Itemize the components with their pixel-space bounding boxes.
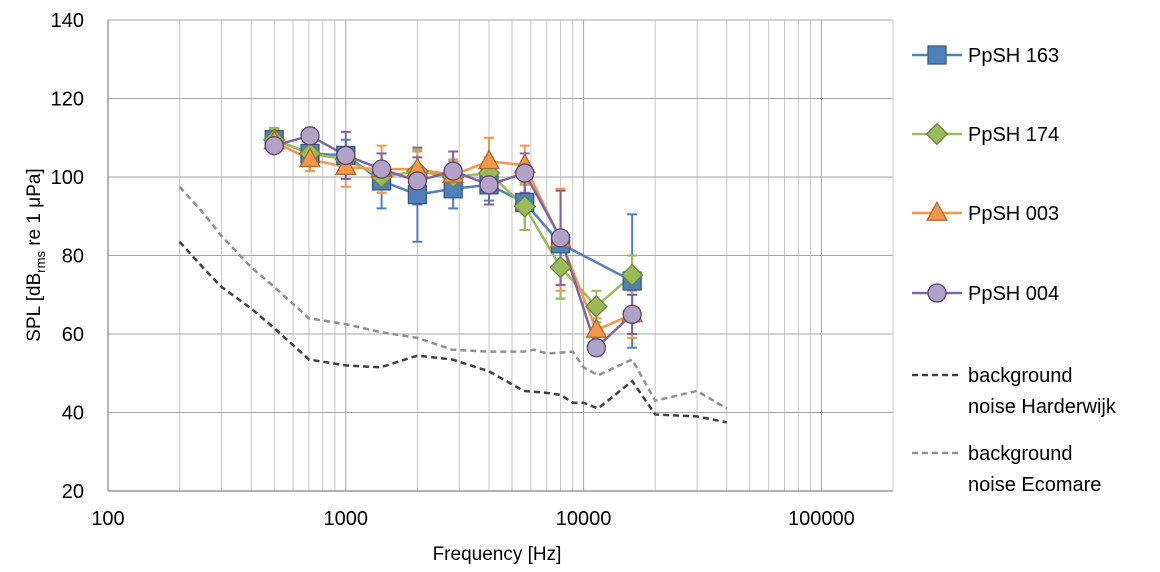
y-tick-label: 60 [62,324,84,346]
legend-marker [925,122,949,146]
y-tick-label: 100 [51,167,84,189]
legend-label: PpSH 003 [968,203,1059,225]
data-point [549,256,572,279]
y-tick-label: 140 [51,10,84,32]
data-point [264,135,284,156]
legend-marker [926,200,948,221]
legend-label: background [968,365,1073,387]
legend-label: PpSH 004 [968,283,1059,305]
legend-marker [927,283,947,303]
legend-label: PpSH 174 [968,124,1059,146]
data-point [334,155,357,176]
y-axis-title-suffix: re 1 μPa] [24,168,45,251]
data-point [585,295,608,318]
data-point [586,338,607,358]
series-layer [178,126,728,424]
legend-label: PpSH 163 [968,45,1059,67]
data-point [443,161,463,181]
data-point [298,147,321,168]
legend-label: background [968,443,1073,465]
data-point [371,159,392,179]
grid [108,19,894,491]
data-point [479,175,499,195]
series-line [273,138,633,283]
x-tick-label: 100000 [788,508,855,530]
data-point [550,228,571,248]
y-axis-title-subscript: rms [33,251,48,273]
legend: PpSH 163 PpSH 174 PpSH 003 PpSH 004 backgrou… [912,45,1117,496]
data-point [622,304,642,325]
y-tick-label: 80 [62,246,84,268]
y-tick-label: 40 [62,403,84,425]
series-line [178,240,728,424]
y-axis-title-prefix: SPL [dB [24,273,45,342]
legend-label: noise Ecomare [968,474,1101,496]
legend-label: noise Harderwijk [968,396,1117,418]
data-point [513,195,537,218]
data-point [620,263,644,287]
data-point [585,317,608,338]
x-axis-title: Frequency [Hz] [433,544,562,565]
data-point [407,171,428,191]
data-point [477,149,500,170]
x-tick-label: 1000 [324,508,369,530]
x-tick-label: 10000 [556,508,612,530]
data-point [515,163,535,183]
y-axis-title: SPL [dBrms re 1 μPa] [24,168,48,341]
data-point [336,145,356,166]
series-line [178,185,728,410]
y-tick-label: 20 [62,481,84,503]
data-point [300,126,320,146]
x-tick-label: 100 [91,508,124,530]
legend-marker [927,45,947,65]
y-tick-label: 120 [51,89,84,111]
axes: 20 40 60 80 100 120 140 100 1000 10000 100000 [51,10,894,530]
